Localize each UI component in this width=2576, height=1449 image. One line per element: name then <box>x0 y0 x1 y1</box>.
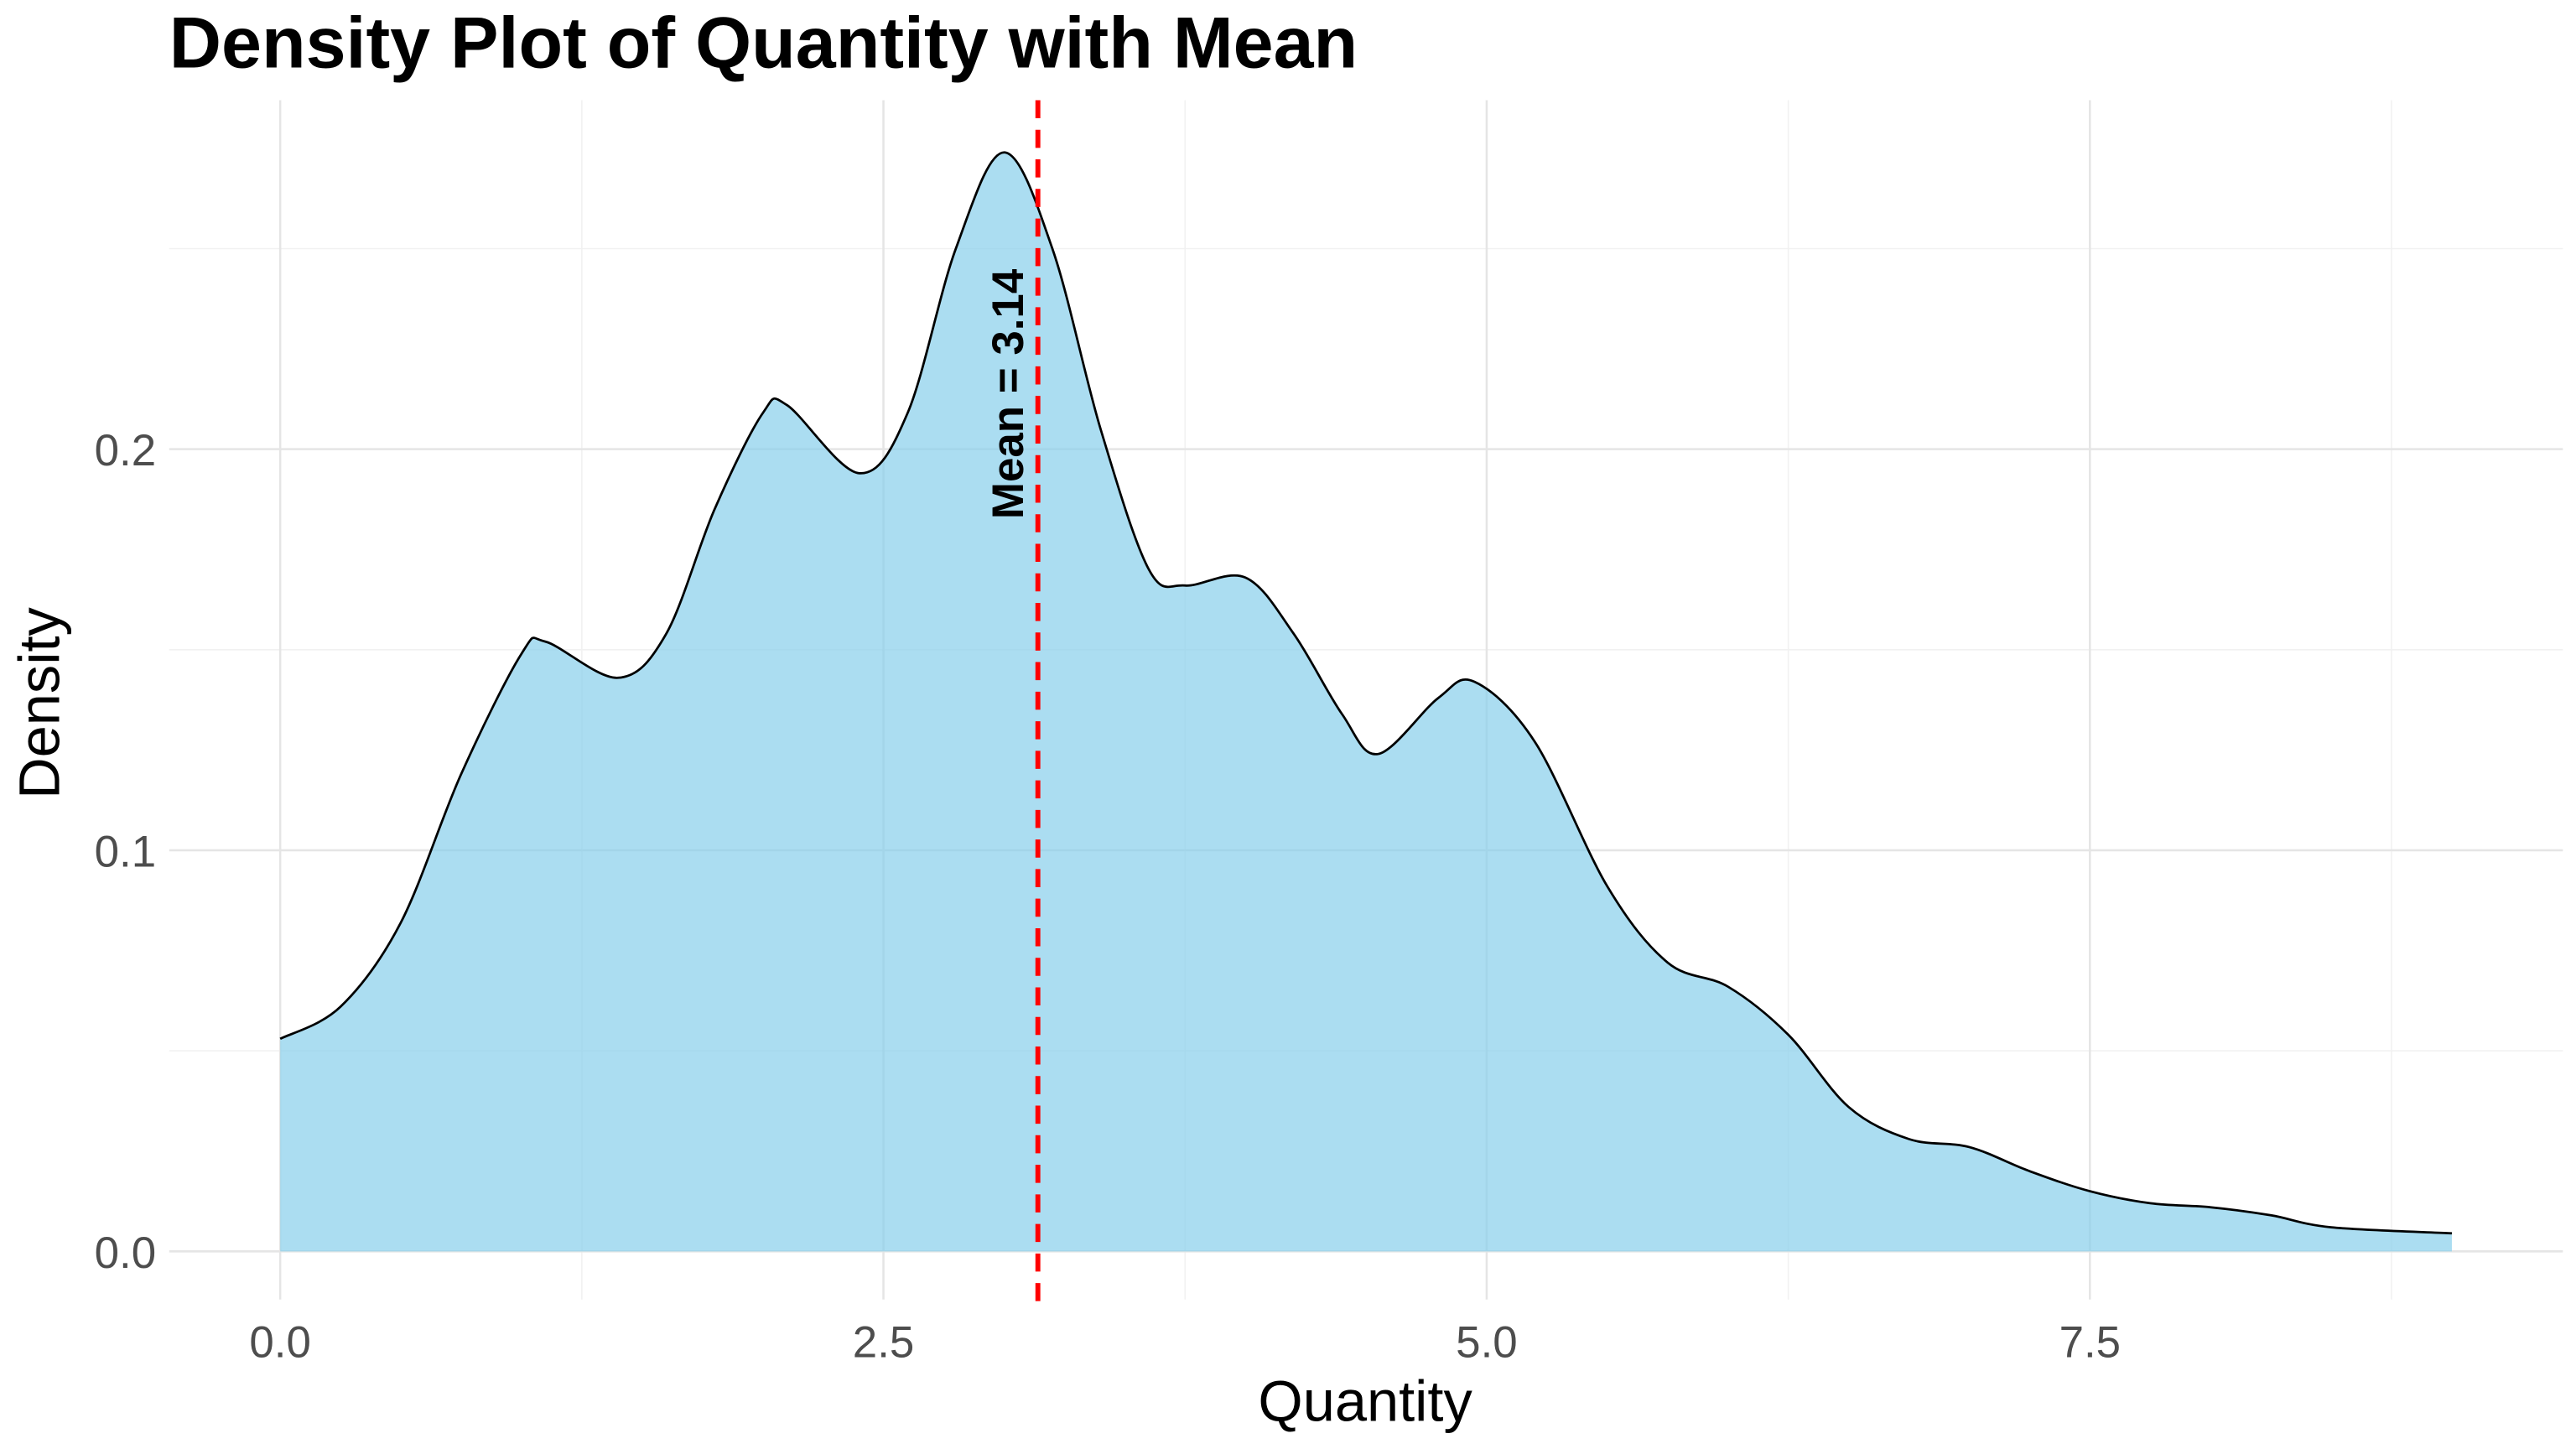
x-tick-label: 7.5 <box>2059 1317 2122 1367</box>
mean-annotation: Mean = 3.14 <box>984 268 1033 519</box>
density-area <box>280 152 2452 1252</box>
x-tick-label: 5.0 <box>1456 1317 1518 1367</box>
density-line <box>279 151 2453 1235</box>
x-axis-title: Quantity <box>1258 1369 1472 1434</box>
x-tick-label: 2.5 <box>853 1317 915 1367</box>
chart-title: Density Plot of Quantity with Mean <box>169 3 1358 83</box>
y-tick-label: 0.2 <box>95 426 157 475</box>
y-tick-label: 0.1 <box>95 828 157 877</box>
y-tick-label: 0.0 <box>95 1228 157 1278</box>
x-tick-label: 0.0 <box>249 1317 311 1367</box>
y-axis-ticks: 0.0 0.1 0.2 <box>95 426 157 1278</box>
y-axis-title: Density <box>8 607 72 799</box>
x-axis-ticks: 0.0 2.5 5.0 7.5 <box>249 1317 2121 1367</box>
